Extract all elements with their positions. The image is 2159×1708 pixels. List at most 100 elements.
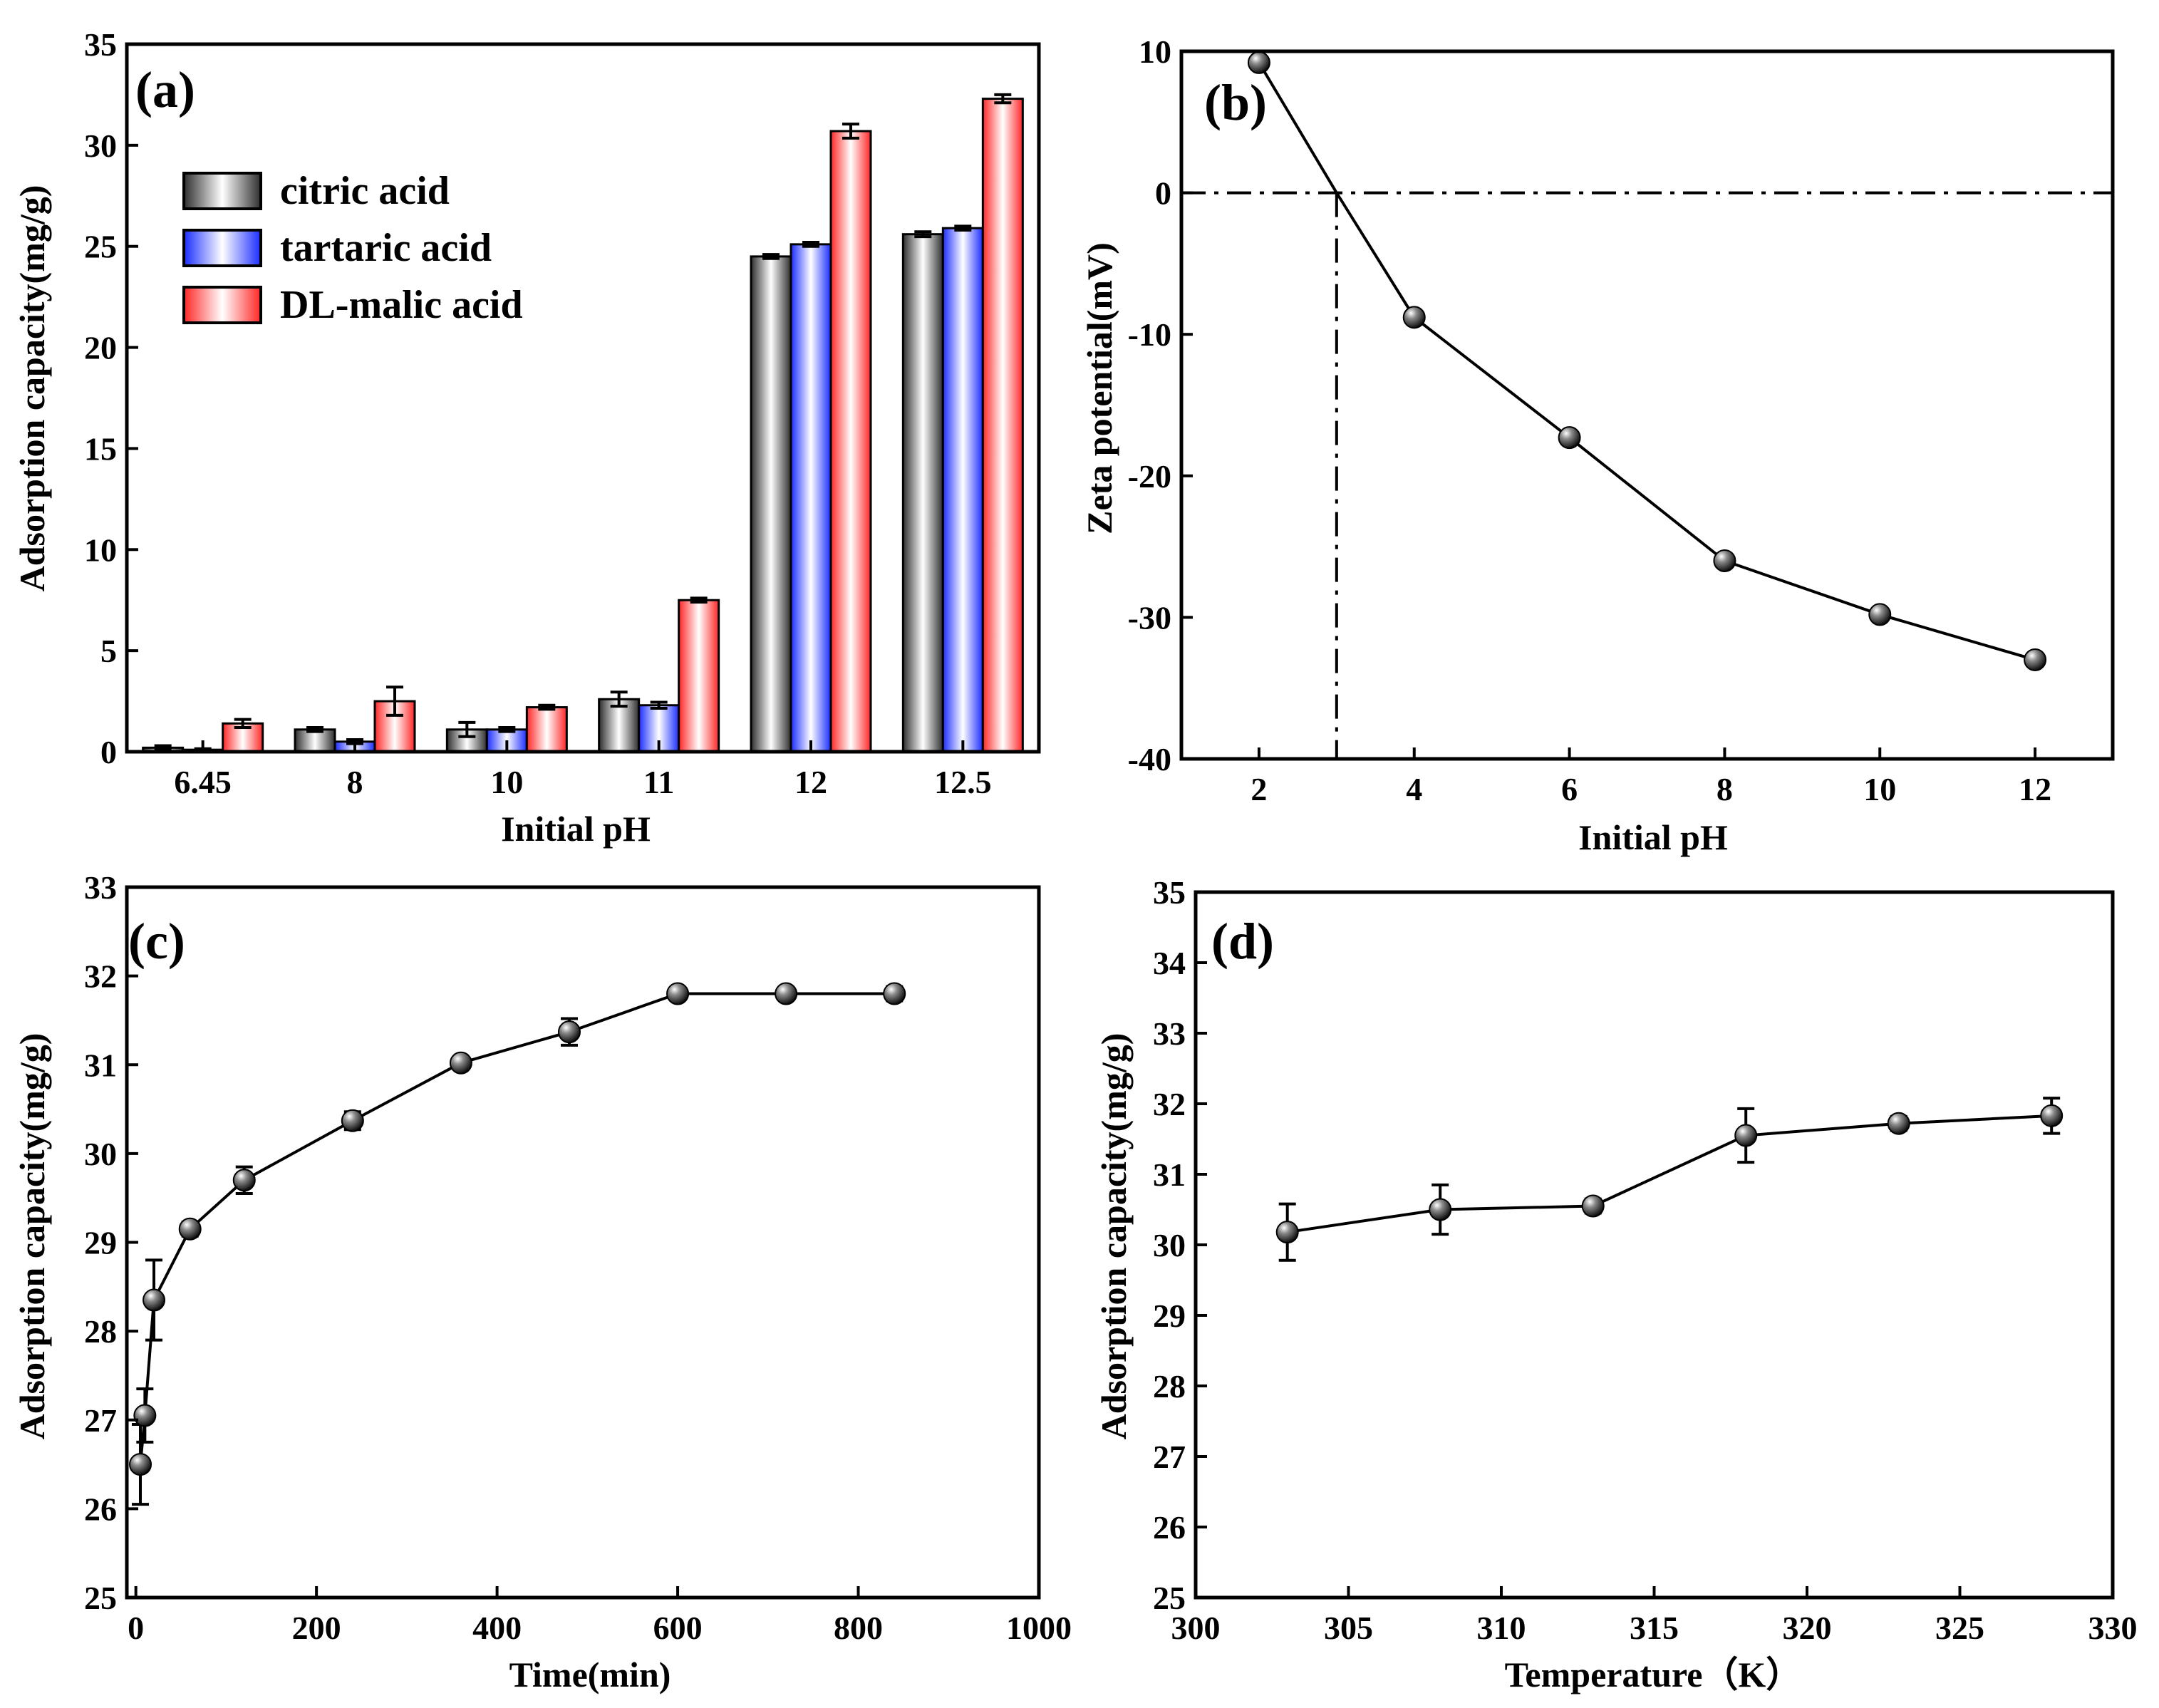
panel-c-plot: 25 26 27 28 29 30 31 32 33 0 200 400 600 800 1000	[84, 869, 1072, 1646]
adsorption-vs-time-data-point	[178, 1217, 202, 1241]
legend-swatch-dl-malic-acid	[182, 286, 262, 324]
panel-c-y-tick-label: 25	[84, 1580, 117, 1616]
panel-c-y-tick-label: 29	[84, 1225, 117, 1261]
panel-c-y-tick-label: 26	[84, 1491, 117, 1527]
panel-a-x-tick-label: 11	[643, 764, 674, 800]
panel-b-x-tick-label: 10	[1863, 771, 1896, 807]
panel-d-y-tick-label: 32	[1153, 1086, 1186, 1122]
bar-dl-malic-acid	[829, 130, 872, 753]
bar-tartaric-acid	[789, 243, 832, 753]
adsorption-vs-time-data-point	[143, 1288, 166, 1312]
plot-frame	[1194, 890, 2115, 1600]
panel-c-y-tick-label: 28	[84, 1313, 117, 1350]
adsorption-vs-temperature-data-point	[2040, 1104, 2064, 1127]
panel-a-x-tick-label: 12	[794, 764, 827, 800]
panel-b-y-label: Zeta potential(mV)	[1080, 242, 1119, 534]
zeta-data-point	[1558, 426, 1581, 450]
panel-b-y-tick-label: -30	[1128, 599, 1171, 636]
panel-d-plot: 25 26 27 28 29 30 31 32 33 34 35 300 305 310 315 320 325…	[1153, 874, 2138, 1646]
panel-a-x-tick-label: 12.5	[934, 764, 992, 800]
panel-d-x-tick-label: 310	[1477, 1610, 1526, 1646]
panel-c-y-tick-label: 33	[84, 869, 117, 906]
panel-d-x-tick-label: 315	[1630, 1610, 1679, 1646]
panel-b-label: (b)	[1204, 74, 1267, 131]
adsorption-vs-temperature-data-point	[1734, 1124, 1758, 1147]
panel-a-x-tick-label: 10	[490, 764, 523, 800]
bar-citric-acid	[750, 255, 792, 753]
panel-b-y-tick-label: -20	[1128, 458, 1171, 495]
legend-label-dl-malic-acid: DL-malic acid	[280, 283, 523, 327]
adsorption-vs-time-data-point	[557, 1020, 581, 1044]
panel-c-x-tick-label: 400	[472, 1610, 522, 1646]
panel-a-y-tick-label: 10	[84, 532, 117, 568]
panel-c-x-tick-label: 600	[653, 1610, 703, 1646]
panel-d-y-tick-label: 30	[1153, 1227, 1186, 1263]
panel-c-y-tick-label: 27	[84, 1402, 117, 1439]
panel-b-y-tick-label: -10	[1128, 316, 1171, 353]
panel-d-y-tick-label: 29	[1153, 1298, 1186, 1334]
panel-d-y-tick-label: 25	[1153, 1580, 1186, 1616]
panel-a-y-tick-label: 5	[100, 633, 117, 669]
adsorption-vs-temperature-line	[1287, 1114, 2052, 1234]
adsorption-vs-temperature-data-point	[1581, 1194, 1605, 1218]
plot-frame	[1179, 49, 2115, 761]
panel-a-y-tick-label: 20	[84, 330, 117, 366]
panel-b: 10 0 -10 -20 -30 -40 2 4 6 8 10 12 (b) Initial pH Z…	[1080, 33, 2115, 857]
panel-a-y-label: Adsorption capacity(mg/g)	[12, 185, 52, 592]
panel-a-x-tick-label: 6.45	[174, 764, 232, 800]
panel-b-x-tick-label: 8	[1717, 771, 1733, 807]
legend-label-tartaric-acid: tartaric acid	[280, 226, 492, 270]
panel-a-y-tick-label: 30	[84, 128, 117, 164]
panel-a-x-label: Initial pH	[501, 809, 651, 849]
panel-b-y-tick-label: 10	[1139, 33, 1171, 70]
zeta-data-point	[1247, 51, 1270, 74]
adsorption-vs-time-data-point	[133, 1404, 157, 1427]
panel-b-x-tick-label: 4	[1406, 771, 1422, 807]
adsorption-vs-time-data-point	[775, 982, 798, 1005]
panel-a-legend: citric acid tartaric acid DL-malic acid	[182, 169, 523, 327]
panel-d: 25 26 27 28 29 30 31 32 33 34 35 300 305 310 315 320 325…	[1094, 874, 2138, 1694]
adsorption-vs-time-data-point	[666, 982, 690, 1005]
panel-c-y-label: Adsorption capacity(mg/g)	[12, 1033, 52, 1440]
panel-c-label: (c)	[128, 913, 185, 970]
panel-d-y-tick-label: 28	[1153, 1368, 1186, 1404]
adsorption-vs-temperature-data-point	[1429, 1198, 1452, 1221]
panel-a-y-tick-label: 0	[100, 734, 117, 770]
panel-c-y-tick-label: 32	[84, 958, 117, 995]
panel-c-x-tick-label: 200	[292, 1610, 341, 1646]
adsorption-vs-time-line	[139, 992, 895, 1465]
panel-a-label: (a)	[135, 61, 195, 118]
plot-frame	[125, 42, 1041, 754]
panel-b-y-tick-label: -40	[1128, 741, 1171, 777]
panel-b-plot: 10 0 -10 -20 -30 -40 2 4 6 8 10 12	[1128, 33, 2115, 807]
panel-a-y-tick-label: 15	[84, 430, 117, 467]
adsorption-vs-time-data-point	[129, 1453, 152, 1476]
adsorption-vs-time-data-point	[883, 982, 906, 1005]
panel-c-x-tick-label: 800	[834, 1610, 883, 1646]
panel-b-x-label: Initial pH	[1578, 817, 1728, 857]
panel-a-x-tick-label: 8	[347, 764, 363, 800]
panel-d-x-tick-label: 300	[1171, 1610, 1221, 1646]
panel-b-y-tick-label: 0	[1155, 175, 1171, 212]
panel-c-y-tick-label: 31	[84, 1047, 117, 1083]
panel-a-y-tick-label: 35	[84, 26, 117, 63]
bar-dl-malic-acid	[981, 98, 1024, 753]
panel-d-label: (d)	[1211, 913, 1274, 970]
panel-d-y-tick-label: 31	[1153, 1156, 1186, 1193]
adsorption-vs-temperature-data-point	[1887, 1112, 1910, 1135]
bar-dl-malic-acid	[525, 706, 568, 753]
panel-c-x-tick-label: 1000	[1006, 1610, 1072, 1646]
zeta-data-point	[2024, 648, 2047, 671]
panel-d-x-tick-label: 330	[2088, 1610, 2138, 1646]
zeta-data-point	[1402, 306, 1426, 329]
legend-swatch-citric-acid	[182, 172, 262, 210]
bar-dl-malic-acid	[678, 599, 720, 753]
bar-citric-acid	[901, 233, 944, 753]
adsorption-vs-time-data-point	[449, 1051, 472, 1075]
panel-b-x-tick-label: 2	[1251, 771, 1267, 807]
panel-d-x-tick-label: 305	[1324, 1610, 1373, 1646]
panel-b-x-tick-label: 6	[1561, 771, 1578, 807]
panel-d-x-label: Temperature（K）	[1505, 1655, 1802, 1694]
